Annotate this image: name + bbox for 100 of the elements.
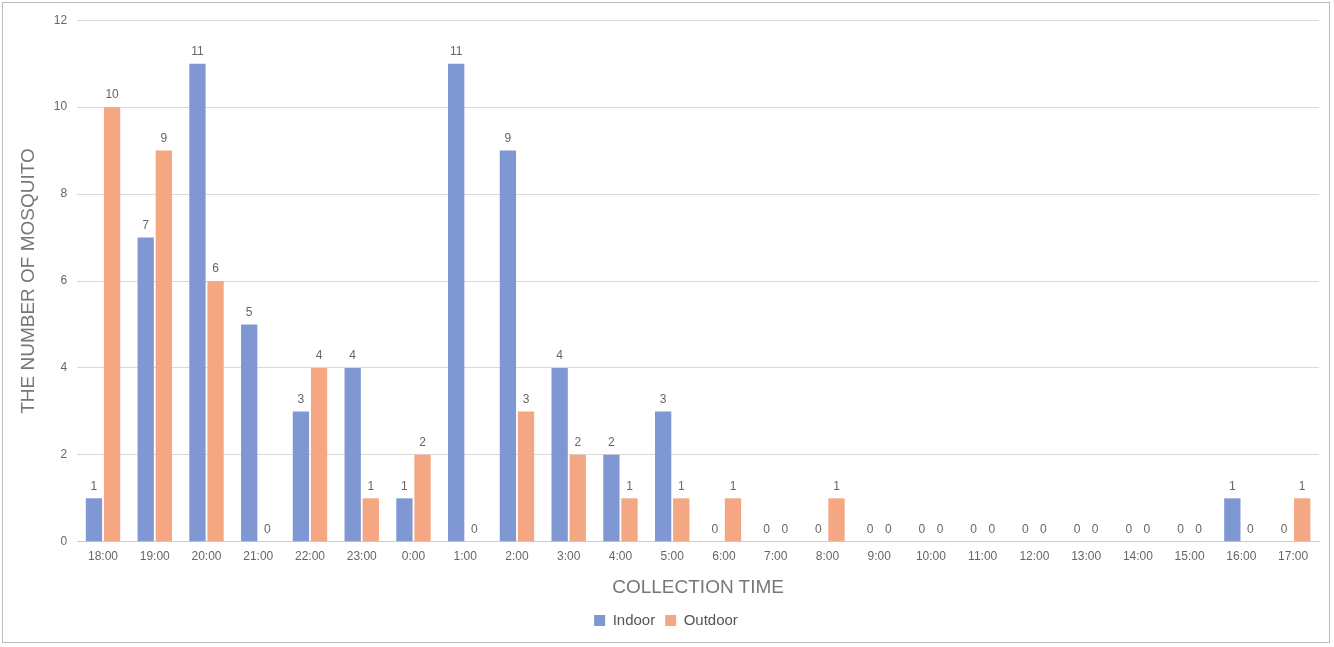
x-tick-label: 11:00 (968, 549, 998, 564)
data-label: 9 (504, 130, 512, 145)
y-tick-label: 6 (60, 273, 68, 288)
x-tick-label: 4:00 (608, 549, 633, 564)
data-label: 0 (781, 522, 789, 537)
bar (414, 454, 431, 542)
bar (1294, 498, 1311, 542)
data-label: 7 (142, 217, 150, 232)
bar (137, 237, 154, 542)
data-label: 1 (1298, 478, 1306, 493)
bar (362, 498, 379, 542)
legend-label: Outdoor (683, 610, 738, 628)
x-tick-label: 10:00 (915, 549, 947, 564)
bar (155, 150, 172, 542)
bar (85, 498, 103, 542)
data-label: 4 (349, 348, 357, 363)
data-label: 1 (90, 478, 98, 493)
x-tick-label: 5:00 (660, 549, 685, 564)
legend-label: Indoor (612, 610, 656, 628)
x-tick-label: 7:00 (764, 549, 788, 564)
y-tick-label: 8 (60, 186, 68, 201)
data-label: 1 (677, 478, 685, 493)
data-label: 6 (212, 261, 220, 276)
data-label: 1 (367, 478, 375, 493)
bar (310, 367, 328, 542)
data-label: 0 (1073, 522, 1081, 537)
x-tick-label: 2:00 (505, 549, 529, 564)
data-label: 1 (626, 478, 634, 493)
bar (241, 324, 258, 542)
x-tick-label: 15:00 (1174, 549, 1205, 564)
data-label: 0 (1040, 522, 1048, 537)
bar (603, 454, 620, 542)
data-label: 1 (729, 478, 737, 493)
data-label: 0 (1247, 522, 1255, 537)
x-tick-label: 3:00 (557, 549, 581, 564)
data-label: 2 (608, 435, 616, 450)
bar (448, 63, 465, 542)
x-tick-label: 23:00 (346, 549, 378, 564)
bar (673, 498, 690, 542)
y-tick-label: 12 (53, 12, 68, 27)
x-tick-label: 21:00 (243, 549, 274, 564)
data-label: 3 (522, 391, 530, 406)
x-tick-label: 6:00 (712, 549, 736, 564)
bar (207, 281, 224, 542)
data-label: 2 (419, 435, 427, 450)
x-tick-label: 16:00 (1226, 549, 1257, 564)
y-tick-label: 10 (53, 99, 68, 114)
data-label: 0 (815, 522, 823, 537)
bar (621, 498, 638, 542)
x-tick-label: 1:00 (453, 549, 478, 564)
x-tick-label: 18:00 (88, 549, 119, 564)
data-label: 4 (556, 348, 564, 363)
data-label: 3 (659, 391, 667, 406)
data-label: 9 (160, 130, 168, 145)
data-label: 0 (918, 522, 926, 537)
x-axis-title: COLLECTION TIME (612, 575, 784, 597)
bar (655, 411, 672, 542)
x-tick-label: 12:00 (1019, 549, 1050, 564)
x-tick-label: 8:00 (815, 549, 840, 564)
x-tick-label: 22:00 (294, 549, 326, 564)
bar (103, 107, 121, 542)
data-label: 4 (315, 348, 323, 363)
data-label: 0 (1143, 522, 1151, 537)
x-tick-label: 17:00 (1278, 549, 1309, 564)
bar (1224, 498, 1241, 542)
data-label: 5 (245, 304, 253, 319)
data-label: 0 (1195, 522, 1203, 537)
x-tick-label: 0:00 (401, 549, 426, 564)
data-label: 1 (1228, 478, 1236, 493)
data-label: 0 (711, 522, 719, 537)
data-label: 0 (988, 522, 996, 537)
y-axis-title: THE NUMBER OF MOSQUITO (16, 148, 38, 414)
y-tick-label: 2 (60, 447, 68, 462)
bar (396, 498, 413, 542)
bar (292, 411, 310, 542)
bar (569, 454, 586, 542)
bar (828, 498, 845, 542)
bar (344, 367, 361, 542)
data-label: 0 (470, 522, 478, 537)
data-label: 0 (763, 522, 771, 537)
data-label: 2 (574, 435, 582, 450)
x-tick-label: 19:00 (139, 549, 171, 564)
data-label: 0 (1022, 522, 1030, 537)
data-label: 11 (191, 43, 204, 58)
data-label: 0 (1125, 522, 1133, 537)
x-tick-label: 9:00 (867, 549, 892, 564)
bar (724, 498, 742, 542)
bar (499, 150, 517, 542)
x-tick-label: 20:00 (191, 549, 222, 564)
bar (189, 63, 206, 542)
data-label: 1 (833, 478, 841, 493)
x-tick-label: 14:00 (1122, 549, 1154, 564)
bar (551, 367, 568, 542)
data-label: 0 (263, 522, 271, 537)
data-label: 0 (884, 522, 892, 537)
x-tick-label: 13:00 (1071, 549, 1102, 564)
data-label: 1 (401, 478, 409, 493)
data-label: 3 (297, 391, 305, 406)
y-tick-label: 0 (60, 534, 68, 549)
data-label: 0 (970, 522, 978, 537)
